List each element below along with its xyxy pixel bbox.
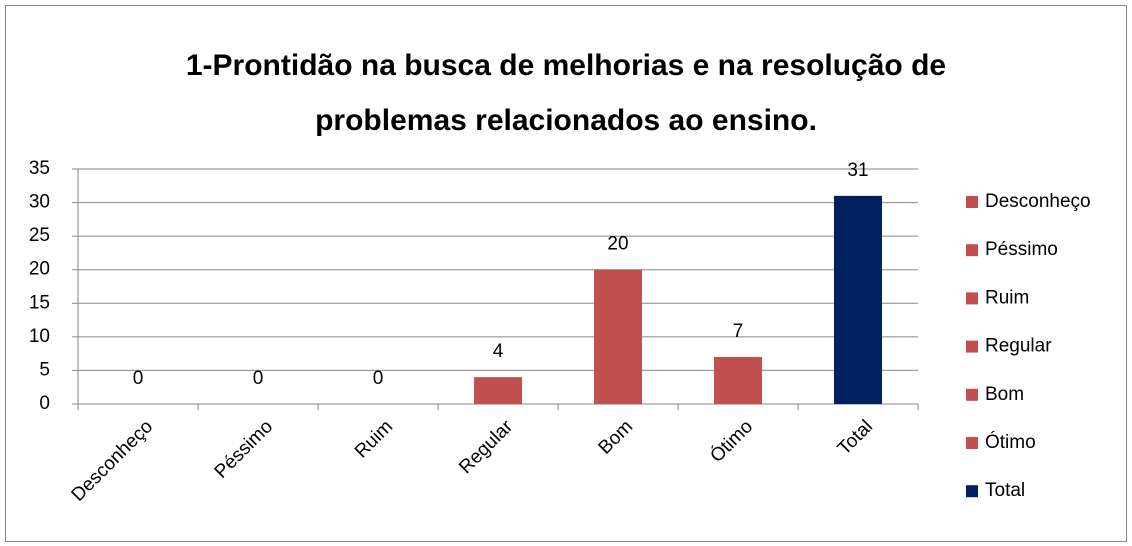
legend-label: Regular	[985, 336, 1052, 357]
chart-title: 1-Prontidão na busca de melhorias e na r…	[185, 49, 947, 137]
data-label: 7	[733, 321, 744, 342]
legend-swatch	[966, 485, 978, 498]
data-label: 31	[847, 160, 868, 181]
legend-label: Ruim	[985, 287, 1029, 308]
legend-label: Desconheço	[985, 191, 1091, 212]
y-tick-label: 10	[29, 326, 50, 347]
chart-border	[5, 5, 1127, 542]
data-label: 4	[493, 341, 504, 362]
legend-swatch	[966, 340, 978, 353]
legend-label: Total	[985, 480, 1025, 501]
legend-label: Ótimo	[985, 431, 1036, 453]
data-label: 0	[373, 368, 384, 389]
legend-swatch	[966, 292, 978, 305]
legend-swatch	[966, 196, 978, 208]
y-tick-label: 20	[29, 259, 50, 280]
legend-swatch	[966, 437, 978, 449]
data-label: 0	[133, 368, 144, 389]
bar	[834, 195, 882, 404]
legend-label: Péssimo	[985, 239, 1058, 260]
y-tick-label: 5	[39, 359, 50, 380]
data-label: 0	[253, 368, 264, 389]
legend-swatch	[966, 244, 978, 257]
y-tick-label: 0	[39, 393, 50, 414]
bar	[714, 357, 762, 404]
legend-swatch	[966, 388, 978, 401]
bar	[474, 377, 522, 404]
y-tick-label: 35	[29, 158, 50, 179]
bar	[594, 269, 642, 404]
data-label: 20	[607, 234, 628, 255]
y-tick-label: 25	[29, 225, 50, 246]
y-tick-label: 15	[29, 292, 50, 313]
legend-label: Bom	[985, 384, 1024, 405]
y-tick-label: 30	[29, 192, 50, 213]
